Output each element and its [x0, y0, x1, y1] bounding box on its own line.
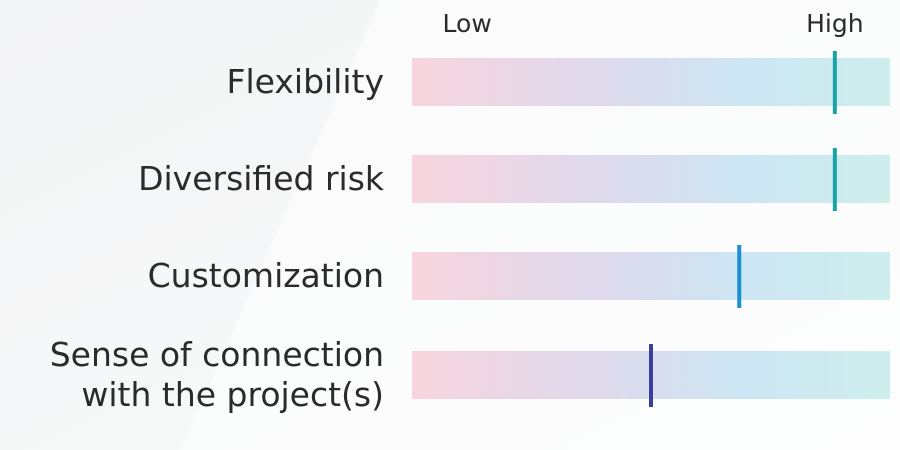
category-label: Sense of connection with the project(s) [49, 335, 384, 414]
track [412, 58, 890, 106]
x-tick-label: Low [443, 9, 492, 38]
category-label: Customization [147, 256, 384, 295]
track [412, 155, 890, 203]
background-shape [180, 0, 900, 450]
marker [832, 148, 837, 211]
x-tick-label: High [806, 9, 863, 38]
marker [832, 51, 837, 114]
category-label: Diversified risk [138, 159, 384, 198]
marker [649, 344, 653, 407]
marker [737, 245, 742, 308]
track [412, 252, 890, 300]
category-label: Flexibility [226, 62, 385, 101]
